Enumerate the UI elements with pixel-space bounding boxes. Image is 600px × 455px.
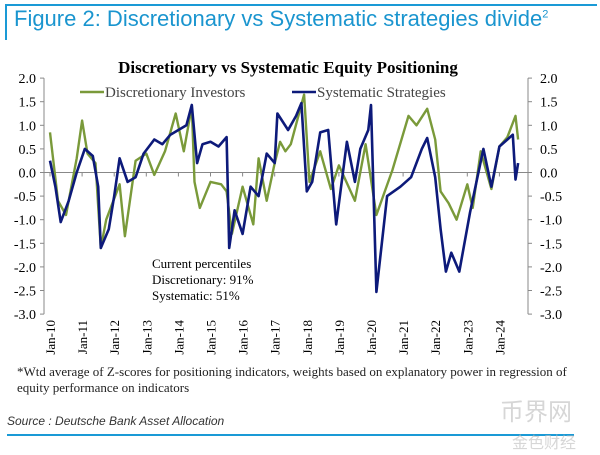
title-accent-bar (5, 6, 7, 40)
watermark-logo-sub: 金色财经 (512, 433, 577, 452)
x-tick-label: Jan-18 (300, 320, 315, 355)
legend-label-systematic: Systematic Strategies (317, 85, 446, 101)
watermark-logo: 币界网 (500, 398, 572, 426)
left-y-tick-label: 0.5 (19, 143, 37, 158)
left-y-tick-label: -1.0 (14, 214, 36, 229)
right-y-tick-label: 1.5 (540, 96, 558, 111)
x-tick-label: Jan-21 (396, 320, 411, 355)
left-y-tick-label: 1.0 (19, 119, 37, 134)
right-y-tick-label: -2.0 (540, 261, 562, 276)
left-y-tick-label: 1.5 (19, 96, 37, 111)
annotation-line-1: Current percentiles (152, 256, 251, 271)
right-y-tick-label: 0.0 (540, 167, 558, 182)
right-y-tick-label: -2.5 (540, 285, 562, 300)
x-tick-label: Jan-19 (332, 320, 347, 355)
right-y-tick-label: -0.5 (540, 190, 562, 205)
left-y-tick-label: -2.5 (14, 285, 36, 300)
x-tick-label: Jan-24 (492, 320, 507, 355)
x-tick-label: Jan-15 (204, 320, 219, 355)
legend-label-discretionary: Discretionary Investors (105, 85, 246, 101)
annotation-line-2: Discretionary: 91% (152, 272, 254, 287)
right-y-tick-label: -1.5 (540, 237, 562, 252)
right-y-tick-label: 2.0 (540, 72, 558, 87)
bottom-rule (7, 434, 574, 436)
legend: Discretionary Investors Systematic Strate… (80, 85, 446, 101)
left-y-tick-label: -2.0 (14, 261, 36, 276)
left-y-tick-label: -1.5 (14, 237, 36, 252)
right-y-tick-label: -3.0 (540, 308, 562, 323)
x-tick-label: Jan-22 (428, 320, 443, 355)
left-y-tick-label: -3.0 (14, 308, 36, 323)
source-note: Source : Deutsche Bank Asset Allocation (7, 414, 225, 428)
right-y-tick-label: 0.5 (540, 143, 558, 158)
x-tick-label: Jan-23 (460, 320, 475, 355)
right-y-tick-label: 1.0 (540, 119, 558, 134)
chart-title: Discretionary vs Systematic Equity Posit… (118, 58, 458, 77)
left-y-tick-label: 0.0 (19, 167, 37, 182)
series-line-discretionary (48, 93, 520, 250)
x-tick-label: Jan-11 (75, 320, 90, 354)
x-tick-label: Jan-20 (364, 320, 379, 355)
left-y-tick-label: 2.0 (19, 72, 37, 87)
figure-title: Figure 2: Discretionary vs Systematic st… (14, 6, 548, 32)
footnote: *Wtd average of Z-scores for positioning… (17, 364, 567, 395)
top-rule (5, 4, 597, 6)
x-tick-label: Jan-10 (43, 320, 58, 355)
x-tick-label: Jan-16 (236, 320, 251, 355)
figure-footnote-marker: 2 (542, 8, 549, 21)
series-line-systematic (48, 101, 520, 294)
left-y-tick-label: -0.5 (14, 190, 36, 205)
x-tick-label: Jan-12 (107, 320, 122, 355)
x-tick-label: Jan-14 (171, 320, 186, 355)
right-y-tick-label: -1.0 (540, 214, 562, 229)
x-tick-label: Jan-17 (268, 320, 283, 355)
figure-title-text: Figure 2: Discretionary vs Systematic st… (14, 6, 543, 31)
annotation-line-3: Systematic: 51% (152, 288, 240, 303)
x-tick-label: Jan-13 (139, 320, 154, 355)
